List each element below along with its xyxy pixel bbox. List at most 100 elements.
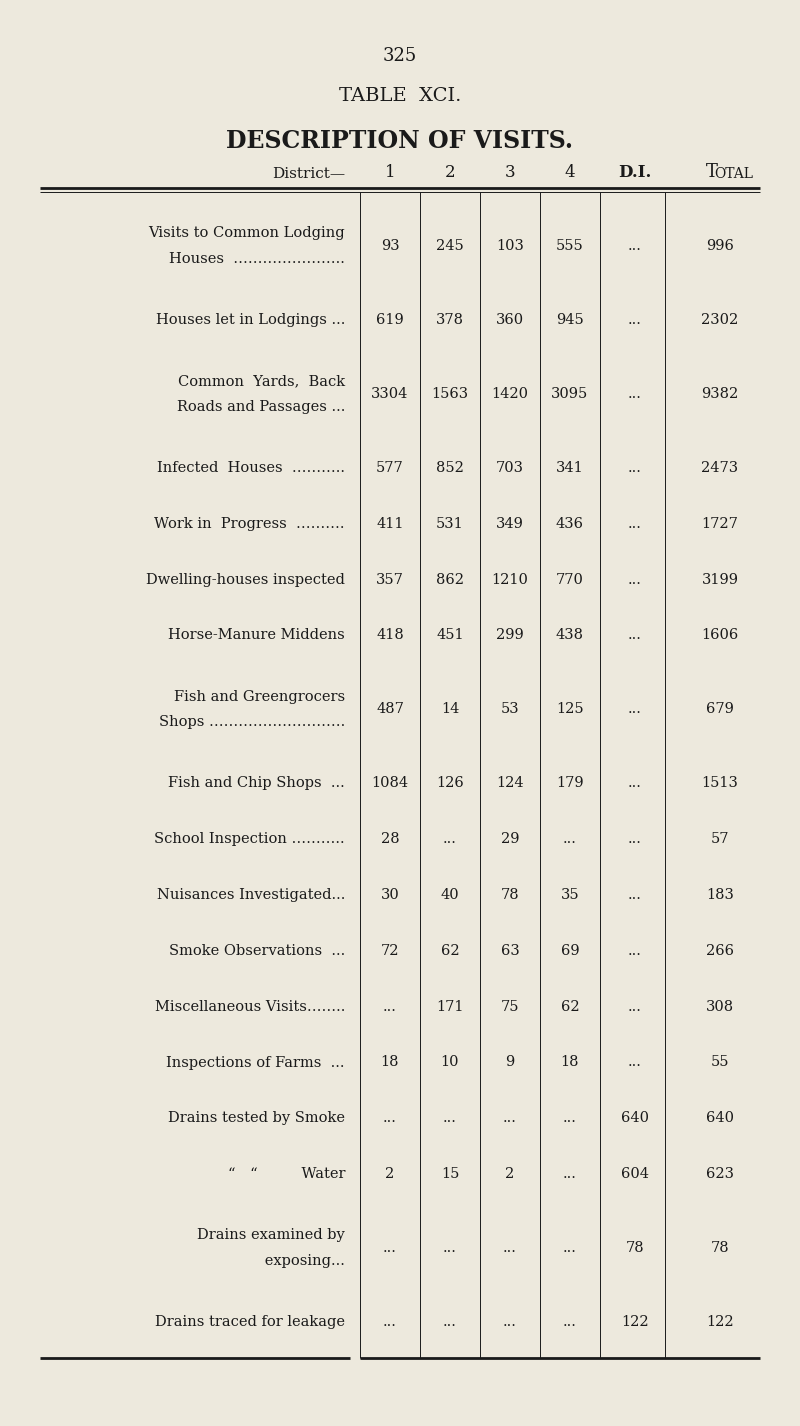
- Text: ...: ...: [563, 1241, 577, 1255]
- Text: ...: ...: [443, 1241, 457, 1255]
- Text: 2: 2: [445, 164, 455, 181]
- Text: ...: ...: [383, 1241, 397, 1255]
- Text: Shops ……………………….: Shops ……………………….: [158, 716, 345, 729]
- Text: 299: 299: [496, 629, 524, 643]
- Text: 640: 640: [621, 1111, 649, 1125]
- Text: 171: 171: [436, 1000, 464, 1014]
- Text: 183: 183: [706, 888, 734, 903]
- Text: ...: ...: [563, 1111, 577, 1125]
- Text: 360: 360: [496, 314, 524, 327]
- Text: 640: 640: [706, 1111, 734, 1125]
- Text: 325: 325: [383, 47, 417, 66]
- Text: 862: 862: [436, 573, 464, 586]
- Text: 72: 72: [381, 944, 399, 958]
- Text: 75: 75: [501, 1000, 519, 1014]
- Text: DESCRIPTION OF VISITS.: DESCRIPTION OF VISITS.: [226, 128, 574, 153]
- Text: 3: 3: [505, 164, 515, 181]
- Text: 57: 57: [710, 833, 730, 846]
- Text: ...: ...: [563, 1166, 577, 1181]
- Text: 40: 40: [441, 888, 459, 903]
- Text: 451: 451: [436, 629, 464, 643]
- Text: 62: 62: [561, 1000, 579, 1014]
- Text: 122: 122: [706, 1315, 734, 1329]
- Text: 487: 487: [376, 703, 404, 716]
- Text: 852: 852: [436, 461, 464, 475]
- Text: 126: 126: [436, 776, 464, 790]
- Text: Horse-Manure Middens: Horse-Manure Middens: [168, 629, 345, 643]
- Text: 18: 18: [381, 1055, 399, 1070]
- Text: 3199: 3199: [702, 573, 738, 586]
- Text: 69: 69: [561, 944, 579, 958]
- Text: ...: ...: [383, 1315, 397, 1329]
- Text: ...: ...: [628, 573, 642, 586]
- Text: 623: 623: [706, 1166, 734, 1181]
- Text: 125: 125: [556, 703, 584, 716]
- Text: 2: 2: [506, 1166, 514, 1181]
- Text: Visits to Common Lodging: Visits to Common Lodging: [148, 227, 345, 240]
- Text: ...: ...: [628, 240, 642, 252]
- Text: 15: 15: [441, 1166, 459, 1181]
- Text: 619: 619: [376, 314, 404, 327]
- Text: 3304: 3304: [371, 386, 409, 401]
- Text: ...: ...: [503, 1315, 517, 1329]
- Text: District—: District—: [272, 167, 345, 181]
- Text: 1727: 1727: [702, 516, 738, 530]
- Text: 378: 378: [436, 314, 464, 327]
- Text: ...: ...: [383, 1000, 397, 1014]
- Text: ...: ...: [503, 1111, 517, 1125]
- Text: 2473: 2473: [702, 461, 738, 475]
- Text: D.I.: D.I.: [618, 164, 652, 181]
- Text: ...: ...: [503, 1241, 517, 1255]
- Text: 436: 436: [556, 516, 584, 530]
- Text: ...: ...: [628, 776, 642, 790]
- Text: Common  Yards,  Back: Common Yards, Back: [178, 374, 345, 388]
- Text: OTAL: OTAL: [714, 167, 753, 181]
- Text: ...: ...: [628, 833, 642, 846]
- Text: ...: ...: [443, 1315, 457, 1329]
- Text: 1084: 1084: [371, 776, 409, 790]
- Text: Drains tested by Smoke: Drains tested by Smoke: [168, 1111, 345, 1125]
- Text: 245: 245: [436, 240, 464, 252]
- Text: Fish and Greengrocers: Fish and Greengrocers: [174, 690, 345, 703]
- Text: 2: 2: [386, 1166, 394, 1181]
- Text: ...: ...: [628, 1055, 642, 1070]
- Text: exposing...: exposing...: [177, 1253, 345, 1268]
- Text: 14: 14: [441, 703, 459, 716]
- Text: 357: 357: [376, 573, 404, 586]
- Text: 9: 9: [506, 1055, 514, 1070]
- Text: ...: ...: [443, 1111, 457, 1125]
- Text: T: T: [706, 163, 718, 181]
- Text: Drains examined by: Drains examined by: [198, 1228, 345, 1242]
- Text: ...: ...: [383, 1111, 397, 1125]
- Text: 1420: 1420: [491, 386, 529, 401]
- Text: TABLE  XCI.: TABLE XCI.: [339, 87, 461, 106]
- Text: Infected  Houses  ………..: Infected Houses ………..: [157, 461, 345, 475]
- Text: 341: 341: [556, 461, 584, 475]
- Text: ...: ...: [628, 629, 642, 643]
- Text: Work in  Progress  ……….: Work in Progress ……….: [154, 516, 345, 530]
- Text: ...: ...: [628, 386, 642, 401]
- Text: Dwelling-houses inspected: Dwelling-houses inspected: [146, 573, 345, 586]
- Text: 555: 555: [556, 240, 584, 252]
- Text: 308: 308: [706, 1000, 734, 1014]
- Text: ...: ...: [628, 516, 642, 530]
- Text: 418: 418: [376, 629, 404, 643]
- Text: 1606: 1606: [702, 629, 738, 643]
- Text: 78: 78: [501, 888, 519, 903]
- Text: 10: 10: [441, 1055, 459, 1070]
- Text: 103: 103: [496, 240, 524, 252]
- Text: 266: 266: [706, 944, 734, 958]
- Text: ...: ...: [563, 1315, 577, 1329]
- Text: 28: 28: [381, 833, 399, 846]
- Text: 577: 577: [376, 461, 404, 475]
- Text: Smoke Observations  ...: Smoke Observations ...: [169, 944, 345, 958]
- Text: 30: 30: [381, 888, 399, 903]
- Text: 122: 122: [621, 1315, 649, 1329]
- Text: 4: 4: [565, 164, 575, 181]
- Text: Houses  …………………..: Houses …………………..: [169, 252, 345, 267]
- Text: 679: 679: [706, 703, 734, 716]
- Text: 349: 349: [496, 516, 524, 530]
- Text: 604: 604: [621, 1166, 649, 1181]
- Text: 124: 124: [496, 776, 524, 790]
- Text: 9382: 9382: [702, 386, 738, 401]
